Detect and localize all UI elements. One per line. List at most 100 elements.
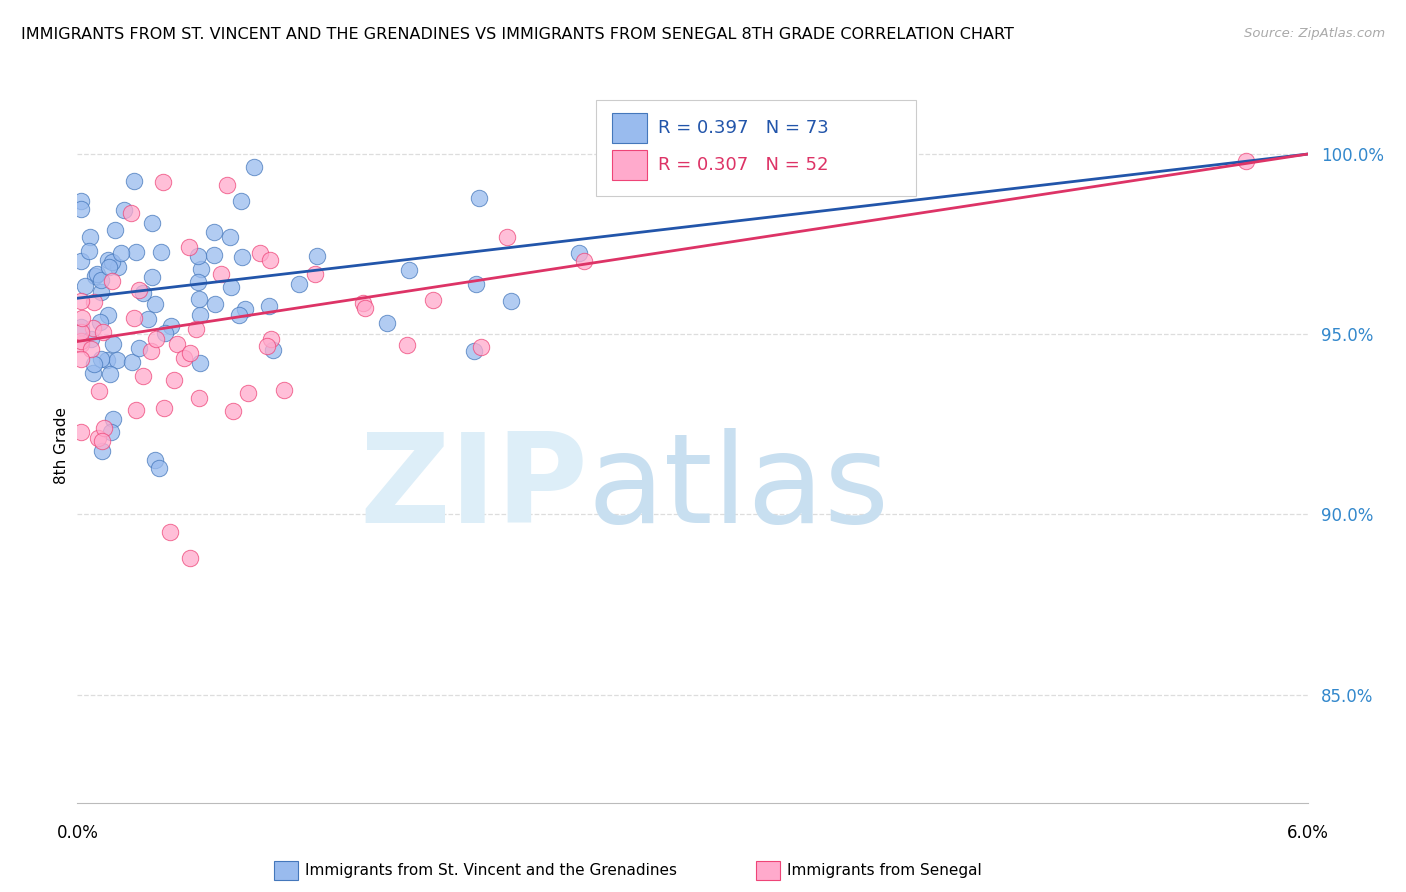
Point — [143, 453, 166, 467]
Point — [568, 246, 591, 260]
Point — [90, 272, 112, 286]
Point — [101, 274, 124, 288]
Point — [188, 292, 211, 306]
FancyBboxPatch shape — [613, 150, 647, 180]
Point — [288, 277, 311, 292]
Point — [159, 525, 181, 540]
Point — [249, 245, 271, 260]
Point — [80, 342, 103, 356]
Point — [463, 344, 485, 359]
Point — [152, 401, 174, 416]
Point — [89, 384, 111, 398]
Point — [100, 425, 122, 440]
Point — [90, 285, 112, 299]
Point — [395, 337, 418, 351]
Point — [179, 550, 201, 565]
Point — [188, 309, 211, 323]
Point — [132, 286, 155, 301]
Point — [222, 404, 245, 418]
Point — [98, 368, 121, 382]
Point — [101, 412, 124, 426]
Point — [70, 194, 93, 209]
Point — [354, 301, 377, 316]
Point — [70, 320, 93, 334]
Point — [233, 302, 256, 317]
Point — [112, 202, 135, 217]
Point — [188, 356, 211, 370]
Point — [209, 267, 232, 281]
Point — [97, 308, 120, 322]
Point — [179, 345, 201, 359]
Point — [82, 366, 104, 380]
Point — [86, 431, 108, 445]
Point — [307, 249, 329, 263]
Point — [70, 294, 93, 309]
Text: R = 0.397   N = 73: R = 0.397 N = 73 — [658, 119, 828, 136]
Point — [83, 357, 105, 371]
Point — [273, 383, 295, 397]
Point — [121, 355, 143, 369]
FancyBboxPatch shape — [596, 100, 917, 196]
Point — [173, 351, 195, 365]
Point — [166, 336, 188, 351]
Point — [70, 325, 93, 339]
Point — [187, 249, 209, 263]
Point — [124, 310, 146, 325]
Text: Source: ZipAtlas.com: Source: ZipAtlas.com — [1244, 27, 1385, 40]
Point — [105, 353, 128, 368]
Point — [243, 161, 266, 175]
Point — [77, 244, 100, 258]
Point — [238, 385, 260, 400]
Point — [143, 297, 166, 311]
Y-axis label: 8th Grade: 8th Grade — [53, 408, 69, 484]
Point — [187, 392, 209, 406]
Point — [229, 194, 252, 208]
Point — [90, 443, 112, 458]
FancyBboxPatch shape — [613, 112, 647, 143]
Point — [186, 321, 208, 335]
Point — [91, 325, 114, 339]
Point — [93, 421, 115, 435]
Point — [70, 310, 93, 325]
Point — [422, 293, 444, 307]
Text: Immigrants from Senegal: Immigrants from Senegal — [787, 863, 983, 878]
Point — [122, 174, 145, 188]
Point — [80, 332, 103, 346]
Point — [96, 352, 118, 367]
Point — [110, 246, 132, 260]
Point — [145, 332, 167, 346]
Point — [217, 178, 239, 193]
Point — [89, 315, 111, 329]
Point — [70, 337, 93, 351]
Point — [162, 373, 184, 387]
Point — [375, 316, 398, 330]
Text: atlas: atlas — [588, 428, 890, 549]
Point — [148, 460, 170, 475]
Point — [304, 267, 326, 281]
Point — [228, 308, 250, 322]
Point — [101, 254, 124, 268]
Point — [138, 312, 160, 326]
Point — [83, 294, 105, 309]
Point — [231, 250, 253, 264]
Point — [141, 269, 163, 284]
Point — [73, 278, 96, 293]
Point — [83, 268, 105, 283]
Point — [124, 245, 146, 260]
Point — [70, 351, 93, 366]
Point — [107, 260, 129, 275]
Point — [219, 280, 242, 294]
Point — [152, 175, 174, 189]
Point — [70, 202, 93, 217]
Point — [149, 245, 172, 260]
Text: 0.0%: 0.0% — [56, 824, 98, 842]
Point — [187, 275, 209, 289]
Point — [141, 216, 163, 230]
Point — [465, 277, 488, 292]
Point — [352, 296, 374, 310]
Point — [101, 336, 124, 351]
Point — [398, 262, 420, 277]
Point — [128, 283, 150, 297]
Point — [125, 402, 148, 417]
Point — [86, 267, 108, 281]
